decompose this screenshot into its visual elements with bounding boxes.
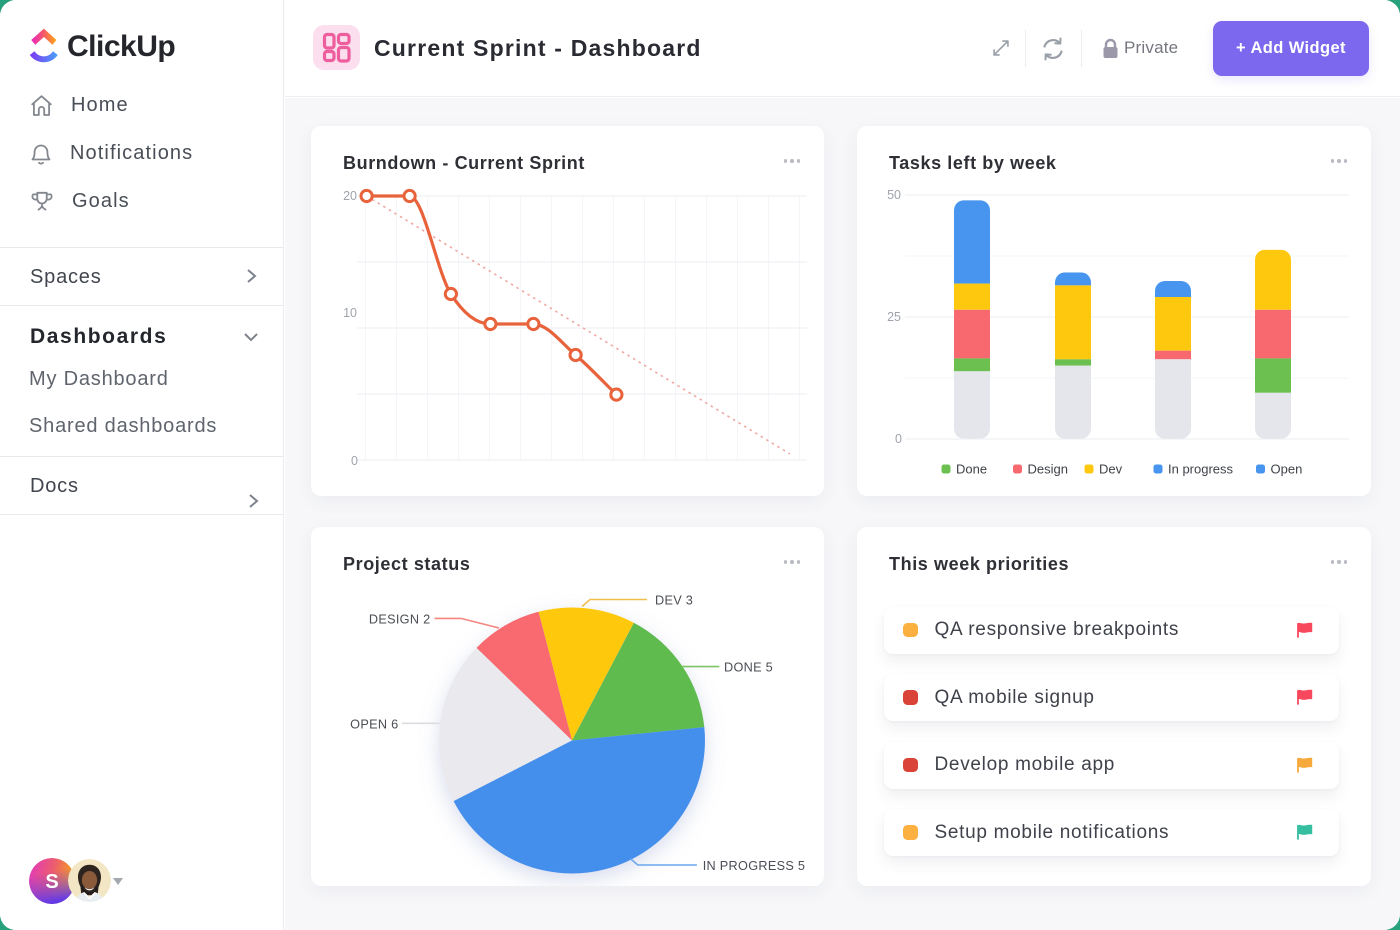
svg-text:DEV 3: DEV 3 xyxy=(655,594,693,608)
svg-text:Design: Design xyxy=(1028,462,1068,477)
svg-text:IN PROGRESS 5: IN PROGRESS 5 xyxy=(703,859,806,873)
svg-text:Done: Done xyxy=(956,462,987,477)
svg-text:In progress: In progress xyxy=(1168,462,1234,477)
svg-text:S: S xyxy=(45,871,58,893)
svg-text:OPEN 6: OPEN 6 xyxy=(350,717,398,731)
svg-text:DESIGN 2: DESIGN 2 xyxy=(369,612,431,626)
svg-text:50: 50 xyxy=(887,188,901,202)
svg-text:Open: Open xyxy=(1271,462,1303,477)
svg-text:25: 25 xyxy=(887,310,901,324)
svg-text:0: 0 xyxy=(895,432,902,446)
svg-text:0: 0 xyxy=(351,454,358,468)
svg-text:DONE 5: DONE 5 xyxy=(724,661,773,675)
svg-text:20: 20 xyxy=(343,189,357,203)
svg-text:Dev: Dev xyxy=(1099,462,1123,477)
svg-text:10: 10 xyxy=(343,306,357,320)
